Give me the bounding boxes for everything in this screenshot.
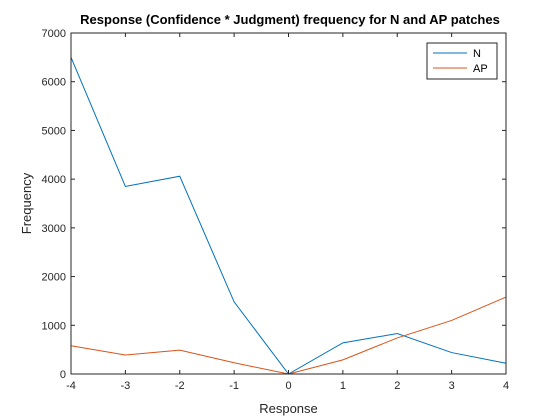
x-tick-label: 2	[394, 380, 400, 392]
y-tick-label: 3000	[42, 223, 66, 235]
plot-area	[71, 33, 506, 374]
x-tick-label: -1	[229, 380, 239, 392]
x-tick-label: 1	[340, 380, 346, 392]
y-axis-label: Frequency	[19, 172, 34, 234]
y-tick-label: 0	[60, 369, 66, 381]
x-tick-label: -3	[120, 380, 130, 392]
y-tick-label: 1000	[42, 320, 66, 332]
x-tick-label: -2	[175, 380, 185, 392]
y-tick-label: 2000	[42, 272, 66, 284]
y-tick-label: 4000	[42, 174, 66, 186]
x-tick-label: 4	[503, 380, 509, 392]
legend: N AP	[426, 42, 498, 80]
legend-box	[426, 42, 498, 80]
chart-title: Response (Confidence * Judgment) frequen…	[80, 12, 500, 27]
x-tick-label: 3	[449, 380, 455, 392]
legend-label-n: N	[473, 48, 481, 60]
y-tick-label: 7000	[42, 28, 66, 40]
y-tick-label: 6000	[42, 77, 66, 89]
y-tick-label: 5000	[42, 125, 66, 137]
x-tick-label: 0	[285, 380, 291, 392]
x-tick-label: -4	[66, 380, 76, 392]
legend-label-ap: AP	[473, 63, 488, 75]
x-axis-label: Response	[259, 401, 318, 416]
